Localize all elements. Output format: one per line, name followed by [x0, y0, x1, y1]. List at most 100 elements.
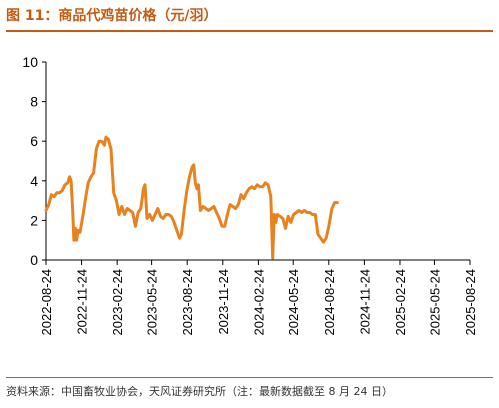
data-point	[210, 207, 213, 210]
data-point	[52, 195, 56, 198]
data-point	[287, 215, 290, 218]
data-point	[136, 211, 140, 214]
data-point	[322, 241, 325, 244]
y-tick-label: 10	[22, 54, 38, 70]
data-point	[128, 209, 132, 212]
data-point	[97, 140, 101, 143]
data-point	[175, 229, 178, 232]
data-point	[300, 211, 303, 214]
data-point	[63, 183, 67, 186]
data-point	[314, 213, 317, 216]
x-tick-label: 2025-05-24	[427, 269, 442, 336]
data-point	[276, 213, 279, 216]
data-point	[316, 233, 320, 236]
data-point	[95, 147, 98, 151]
y-tick-label: 6	[30, 133, 38, 149]
data-point	[164, 213, 168, 216]
x-tick-label: 2022-08-24	[39, 269, 54, 336]
data-point	[215, 211, 218, 214]
data-point	[273, 213, 276, 216]
x-axis: 2022-08-24 2022-11-24 2023-02-24 2023-05-24…	[39, 259, 478, 336]
data-point	[50, 193, 53, 196]
data-point	[100, 140, 103, 143]
data-point	[247, 187, 251, 190]
data-point	[281, 217, 284, 220]
data-point	[66, 181, 69, 184]
x-tick-label: 2023-05-24	[145, 269, 160, 336]
data-point	[78, 231, 82, 234]
y-axis: 0 2 4 6 8 10	[22, 54, 47, 268]
data-point	[297, 209, 301, 212]
data-point	[170, 215, 173, 218]
data-point	[143, 183, 147, 186]
data-point	[327, 225, 330, 228]
data-point	[207, 209, 210, 212]
data-point	[258, 185, 262, 188]
data-point	[330, 207, 334, 210]
figure-title: 图 11：商品代鸡苗价格（元/羽）	[6, 8, 218, 24]
data-point	[220, 225, 224, 228]
data-point	[71, 209, 74, 212]
data-point	[87, 181, 90, 184]
x-tick-label: 2025-02-24	[393, 269, 408, 336]
data-point	[74, 227, 77, 230]
data-point	[81, 215, 85, 218]
data-point	[75, 239, 78, 242]
x-tick-label: 2024-11-24	[357, 269, 372, 335]
data-point	[92, 171, 95, 175]
data-point	[84, 197, 87, 200]
data-point	[253, 187, 256, 190]
data-point	[308, 211, 311, 214]
data-point	[269, 195, 272, 198]
source-rule	[6, 377, 493, 378]
data-point	[319, 237, 322, 240]
data-point	[182, 209, 186, 212]
data-point	[159, 215, 162, 218]
data-point	[228, 203, 232, 206]
data-point	[333, 201, 336, 204]
data-point	[271, 256, 274, 260]
x-tick-label: 2024-05-24	[286, 269, 301, 336]
data-point	[126, 207, 129, 210]
x-tick-label: 2023-11-24	[216, 269, 231, 335]
data-point	[109, 147, 113, 151]
data-point	[289, 221, 293, 224]
data-point	[58, 191, 61, 194]
data-point	[188, 175, 191, 178]
data-point	[245, 191, 248, 194]
data-point	[153, 213, 157, 216]
x-tick-label: 2023-08-24	[180, 269, 195, 336]
data-point	[151, 219, 154, 222]
data-point	[47, 203, 50, 206]
data-point	[195, 187, 199, 190]
data-point	[103, 144, 106, 147]
data-point	[104, 136, 108, 139]
data-point	[264, 181, 267, 184]
data-point	[123, 213, 126, 216]
y-tick-label: 2	[30, 212, 38, 228]
data-point	[191, 165, 194, 169]
data-point	[256, 183, 259, 186]
series-line	[44, 135, 339, 260]
data-point	[284, 227, 287, 230]
y-tick-label: 8	[30, 94, 38, 110]
title-rule	[6, 30, 493, 32]
data-point	[204, 207, 207, 210]
data-point	[69, 179, 73, 182]
data-point	[292, 213, 295, 216]
data-point	[231, 205, 235, 208]
data-point	[266, 183, 270, 186]
data-point	[212, 205, 216, 208]
data-point	[295, 211, 298, 214]
data-point	[336, 201, 339, 204]
data-point	[61, 189, 64, 192]
data-point	[218, 217, 221, 220]
data-point	[239, 193, 243, 196]
data-point	[185, 189, 188, 192]
x-tick-label: 2024-02-24	[251, 269, 266, 336]
data-point	[242, 197, 245, 200]
data-point	[115, 199, 118, 202]
data-point	[134, 225, 137, 228]
data-point	[278, 215, 282, 218]
